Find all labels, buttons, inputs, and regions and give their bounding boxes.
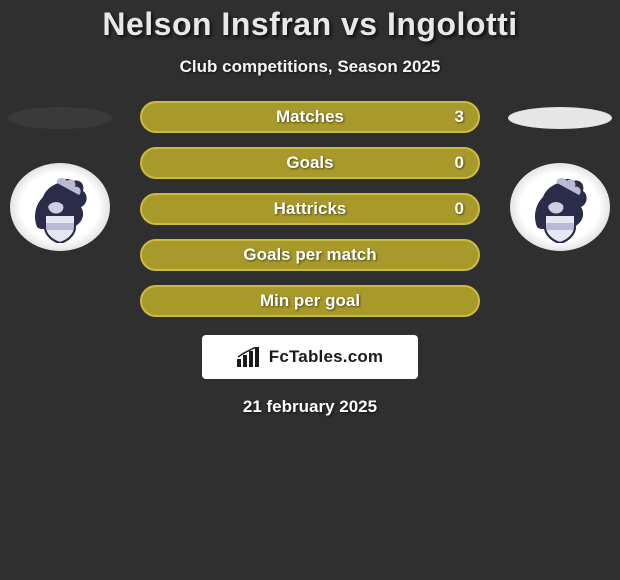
comparison-card: Nelson Insfran vs Ingolotti Club competi…: [0, 0, 620, 580]
stat-value-right: 0: [455, 199, 464, 219]
stat-label: Matches: [276, 107, 344, 127]
shield-icon: [543, 213, 577, 243]
player-left-panel: [0, 101, 120, 251]
team-crest-right: [510, 163, 610, 251]
stat-row-hattricks: Hattricks 0: [140, 193, 480, 225]
brand-badge: FcTables.com: [202, 335, 418, 379]
stat-label: Goals: [286, 153, 333, 173]
page-title: Nelson Insfran vs Ingolotti: [0, 6, 620, 43]
player-right-panel: [500, 101, 620, 251]
stat-row-min-per-goal: Min per goal: [140, 285, 480, 317]
stats-rows: Matches 3 Goals 0 Hattricks 0 Goals per …: [140, 101, 480, 317]
shield-icon: [43, 213, 77, 243]
stat-row-goals: Goals 0: [140, 147, 480, 179]
player-left-photo-placeholder: [8, 107, 112, 129]
stat-row-matches: Matches 3: [140, 101, 480, 133]
stat-label: Hattricks: [274, 199, 347, 219]
stat-value-right: 0: [455, 153, 464, 173]
bar-chart-icon: [237, 347, 263, 367]
stat-row-goals-per-match: Goals per match: [140, 239, 480, 271]
brand-text: FcTables.com: [269, 347, 384, 367]
player-right-photo-placeholder: [508, 107, 612, 129]
team-crest-left: [10, 163, 110, 251]
comparison-layout: Matches 3 Goals 0 Hattricks 0 Goals per …: [0, 101, 620, 417]
stat-label: Goals per match: [243, 245, 376, 265]
date-label: 21 february 2025: [0, 397, 620, 417]
subtitle: Club competitions, Season 2025: [0, 57, 620, 77]
stat-value-right: 3: [455, 107, 464, 127]
stat-label: Min per goal: [260, 291, 360, 311]
